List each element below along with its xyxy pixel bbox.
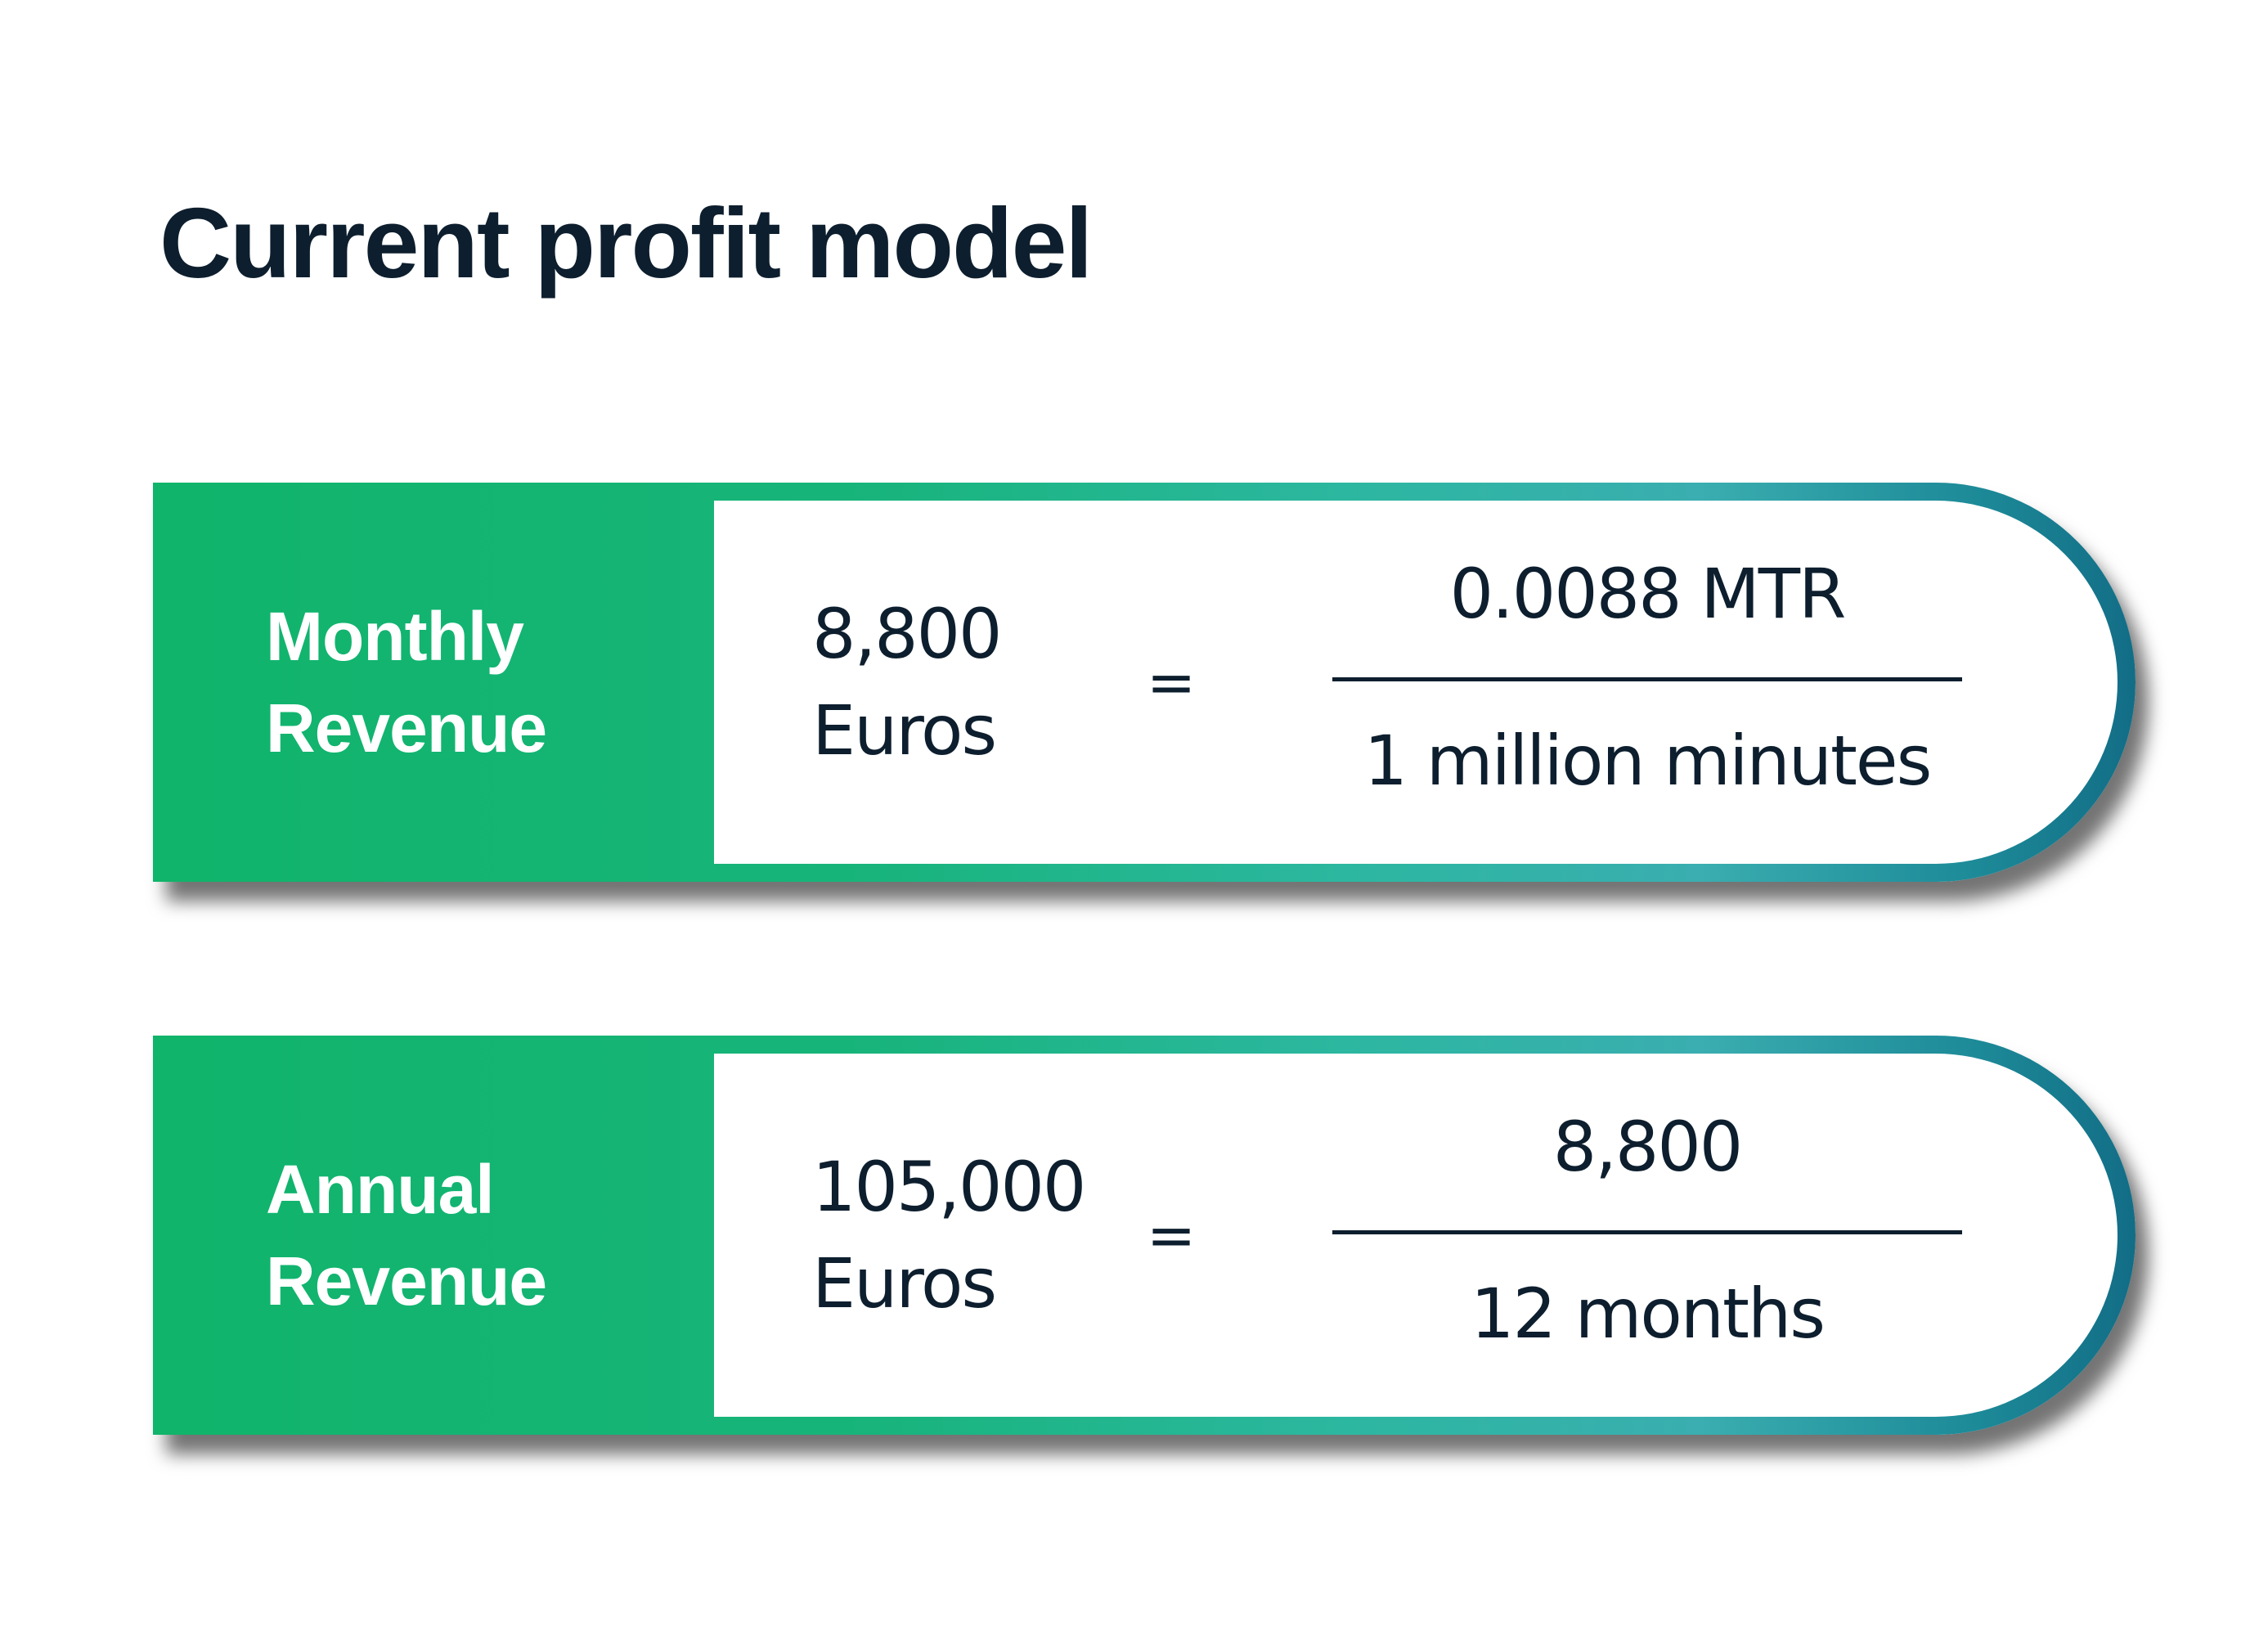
row-label: Annual Revenue [266,1036,547,1435]
row-label-line2: Revenue [266,690,547,766]
amount-unit: Euros [812,690,997,771]
formula-panel [714,1054,2118,1417]
fraction-bar [1332,677,1962,681]
amount-value: 105,000 [812,1147,1086,1227]
row-label-line2: Revenue [266,1243,547,1319]
annual-revenue-card: Annual Revenue 105,000 Euros = 8,800 12 … [153,1036,2136,1435]
revenue-amount: 105,000 Euros [812,1036,1086,1435]
monthly-revenue-card: Monthly Revenue 8,800 Euros = 0.0088 MTR… [153,483,2136,882]
fraction-bar [1332,1230,1962,1234]
row-label-line1: Annual [266,1151,495,1228]
revenue-amount: 8,800 Euros [812,483,1002,882]
fraction-numerator: 0.0088 MTR [1449,554,1847,634]
equals-sign: = [1146,648,1197,717]
formula-panel [714,501,2118,864]
fraction-denominator: 12 months [1471,1274,1826,1354]
page-title: Current profit model [159,187,1093,299]
amount-unit: Euros [812,1243,997,1324]
row-label-line1: Monthly [266,598,524,675]
amount-value: 8,800 [812,594,1002,674]
fraction-numerator: 8,800 [1552,1107,1743,1187]
equals-sign: = [1146,1201,1197,1270]
fraction-denominator: 1 million minutes [1363,721,1933,801]
row-label: Monthly Revenue [266,483,547,882]
